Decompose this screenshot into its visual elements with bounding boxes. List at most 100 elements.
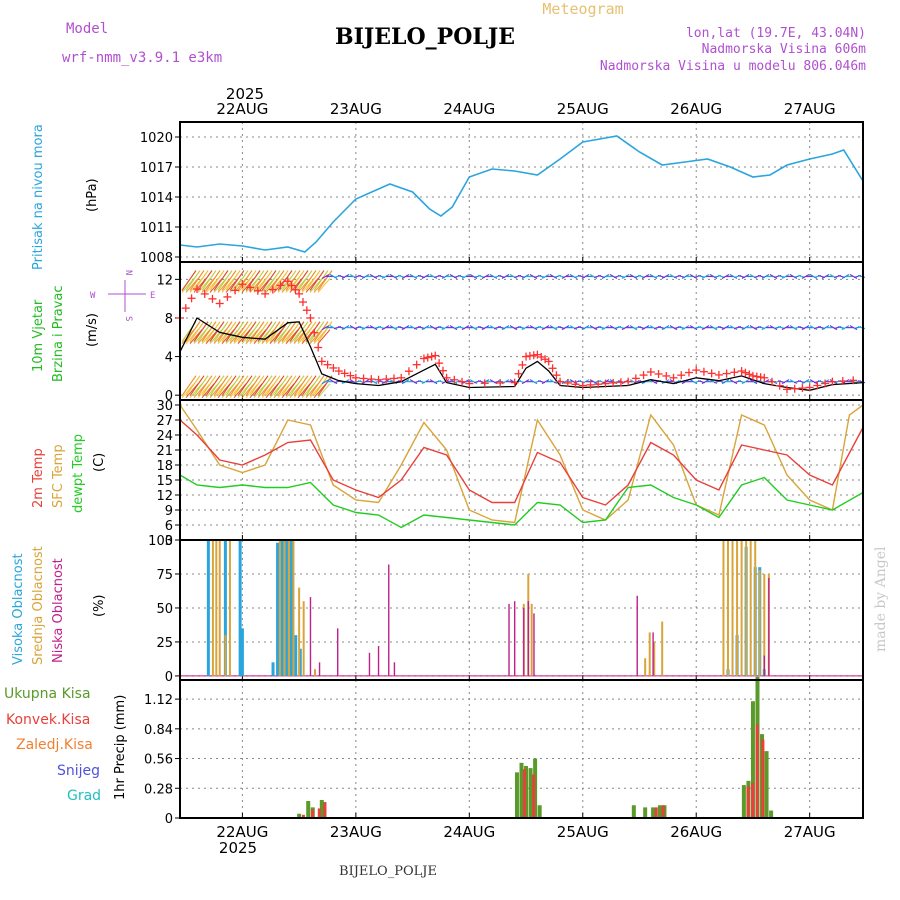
wind-barb bbox=[249, 375, 265, 397]
wind-barb bbox=[629, 273, 638, 279]
wind-barb bbox=[469, 273, 478, 279]
wind-barb bbox=[649, 273, 658, 279]
wind-barb bbox=[297, 383, 311, 398]
wind-barb bbox=[273, 375, 289, 397]
legend-hail: Grad bbox=[67, 788, 101, 804]
wind-barb bbox=[257, 383, 271, 398]
wind-barb bbox=[185, 278, 199, 293]
wind-barb bbox=[265, 278, 279, 293]
y-tick-label: 1011 bbox=[140, 221, 173, 236]
day-label: 27AUG bbox=[784, 100, 836, 118]
cloud-bar bbox=[283, 540, 286, 676]
wind-barb bbox=[521, 379, 530, 385]
wind-barb bbox=[789, 379, 798, 385]
y-tick-label: 1020 bbox=[140, 131, 173, 146]
wind-barb bbox=[237, 329, 251, 344]
wind-barb bbox=[301, 321, 317, 342]
precip-bar bbox=[661, 805, 665, 818]
wind-barb bbox=[197, 270, 213, 291]
wind-barb bbox=[205, 329, 219, 344]
wind-barb bbox=[361, 273, 370, 279]
wind-barb bbox=[181, 383, 195, 398]
wind-barb bbox=[281, 329, 295, 344]
wind-barb bbox=[529, 325, 538, 331]
wind-barb bbox=[197, 383, 211, 398]
wind-barb bbox=[329, 325, 338, 331]
wind-barb bbox=[217, 329, 231, 344]
wind-barb bbox=[181, 278, 195, 293]
wind-barb bbox=[249, 278, 263, 293]
cloud-bar bbox=[302, 601, 305, 676]
wind-barb bbox=[729, 379, 738, 385]
wind-barb bbox=[241, 383, 255, 398]
wind-barb bbox=[289, 375, 305, 397]
wind-barb bbox=[349, 273, 358, 279]
footer-station: BIJELO_POLJE bbox=[339, 864, 437, 879]
wind-barb bbox=[801, 379, 810, 385]
cloud-bar bbox=[287, 540, 290, 676]
cloud-bar bbox=[763, 655, 765, 676]
wind-barb bbox=[389, 325, 398, 331]
precip-bar bbox=[741, 785, 746, 818]
wind-barb bbox=[261, 321, 277, 342]
wind-barb bbox=[301, 375, 317, 397]
wind-barb bbox=[701, 273, 710, 279]
wind-barb bbox=[841, 273, 850, 279]
y-tick-label: 50 bbox=[156, 602, 173, 617]
wind-barb bbox=[789, 273, 798, 279]
wind-barb bbox=[769, 325, 778, 331]
y-tick-label: 9 bbox=[165, 504, 173, 519]
cloud-bar bbox=[228, 540, 231, 676]
wind-barb bbox=[721, 379, 730, 385]
wind-barb bbox=[781, 273, 790, 279]
day-label: 27AUG bbox=[784, 823, 836, 841]
wind-barb bbox=[189, 270, 205, 291]
cloud-bar bbox=[749, 540, 752, 676]
wind-barb bbox=[369, 273, 378, 279]
y-tick-label: 0 bbox=[165, 670, 173, 685]
wind-barb bbox=[277, 375, 293, 397]
wind-barb bbox=[273, 270, 289, 291]
precip-bar bbox=[750, 701, 755, 818]
precip-bar bbox=[306, 801, 311, 818]
wind-barb bbox=[761, 273, 770, 279]
wind-barb bbox=[401, 273, 410, 279]
wind-barb bbox=[233, 270, 249, 291]
wind-barb bbox=[409, 273, 418, 279]
wind-barb bbox=[261, 375, 277, 397]
wind-barb bbox=[253, 329, 267, 344]
wind-barb bbox=[209, 375, 225, 397]
wind-barb bbox=[269, 383, 283, 398]
wind-barb bbox=[561, 273, 570, 279]
cloud-bar bbox=[731, 540, 734, 676]
wind-barb bbox=[245, 329, 259, 344]
wind-barb bbox=[841, 325, 850, 331]
wind-barb bbox=[309, 375, 325, 397]
wind-subname: Brzina i Pravac bbox=[51, 285, 66, 382]
wind-barb bbox=[801, 325, 810, 331]
y-tick-label: 0 bbox=[165, 812, 173, 827]
wind-barb bbox=[213, 321, 229, 342]
wind-barb bbox=[253, 270, 269, 291]
year-top: 2025 bbox=[226, 85, 264, 103]
wind-barb bbox=[273, 329, 287, 344]
wind-barb bbox=[749, 325, 758, 331]
precip-unit: 1hr Precip (mm) bbox=[113, 695, 128, 800]
wind-barb bbox=[261, 278, 275, 293]
wind-barb bbox=[217, 383, 231, 398]
cloud-low-name: Niska Oblacnost bbox=[51, 558, 66, 663]
wind-barb bbox=[741, 273, 750, 279]
wind-barb bbox=[197, 278, 211, 293]
cloud-bar bbox=[298, 587, 301, 676]
wind-barb bbox=[289, 321, 305, 342]
cloud-bar bbox=[768, 578, 770, 676]
wind-barb bbox=[233, 383, 247, 398]
wind-barb bbox=[549, 325, 558, 331]
wind-barb bbox=[509, 325, 518, 331]
precip-bar bbox=[764, 751, 769, 818]
y-tick-label: 30 bbox=[156, 399, 173, 414]
wind-barb bbox=[301, 270, 317, 291]
wind-barb bbox=[209, 321, 225, 342]
wind-barb bbox=[781, 379, 790, 385]
wind-barb bbox=[293, 383, 307, 398]
